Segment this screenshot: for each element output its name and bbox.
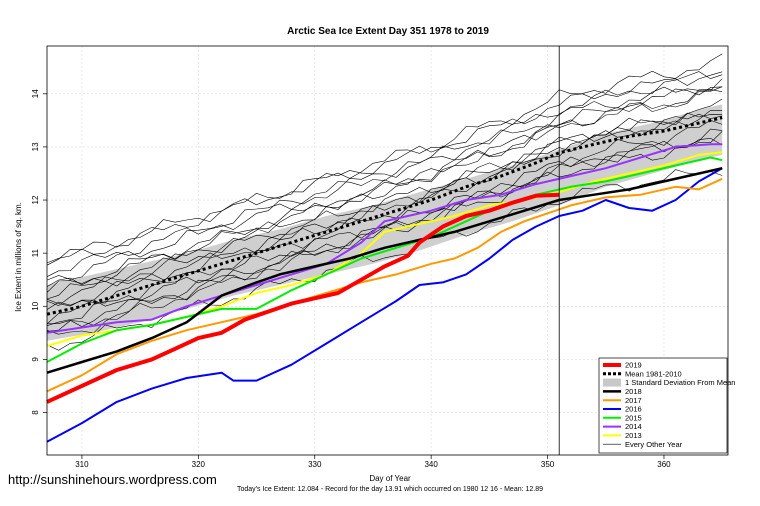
legend-label: Every Other Year xyxy=(625,440,683,449)
plot-area xyxy=(46,45,729,456)
other-year-line xyxy=(46,110,723,300)
y-axis-label: Ice Extent in millions of sq. km. xyxy=(14,202,23,312)
x-tick-label: 350 xyxy=(541,460,555,469)
other-year-line xyxy=(46,169,723,351)
legend-label: 2013 xyxy=(625,431,642,440)
other-year-line xyxy=(46,53,723,264)
series-line-2014 xyxy=(46,143,723,334)
y-tick-label: 11 xyxy=(31,248,40,257)
other-year-line xyxy=(46,112,723,307)
x-tick-label: 340 xyxy=(424,460,438,469)
y-tick-label: 10 xyxy=(31,301,40,310)
series-line-2018 xyxy=(46,166,723,374)
other-year-line xyxy=(46,137,723,328)
other-year-line xyxy=(46,128,723,332)
other-years-layer xyxy=(46,53,723,351)
other-year-line xyxy=(46,89,723,287)
other-year-line xyxy=(46,113,723,326)
y-tick-label: 12 xyxy=(31,195,40,204)
legend-label: 2018 xyxy=(625,387,642,396)
legend-label: 1 Standard Deviation From Mean xyxy=(625,378,735,387)
legend-label: 2017 xyxy=(625,396,642,405)
x-tick-label: 320 xyxy=(192,460,206,469)
series-line-2019 xyxy=(46,192,560,404)
chart-title: Arctic Sea Ice Extent Day 351 1978 to 20… xyxy=(287,26,489,37)
x-tick-label: 360 xyxy=(657,460,671,469)
series-layer xyxy=(46,116,723,443)
legend-label: 2014 xyxy=(625,422,642,431)
legend-swatch xyxy=(603,378,621,387)
x-tick-label: 310 xyxy=(75,460,89,469)
x-axis-label: Day of Year xyxy=(369,474,411,483)
footer-stats: Today's Ice Extent: 12.084 - Record for … xyxy=(237,486,543,493)
x-tick-label: 330 xyxy=(308,460,322,469)
series-line-2017 xyxy=(46,177,723,393)
y-tick-label: 8 xyxy=(31,410,40,415)
legend-label: 2016 xyxy=(625,405,642,414)
legend-label: 2015 xyxy=(625,413,642,422)
series-line-mean-1981-2010 xyxy=(46,116,723,316)
series-line-2015 xyxy=(46,156,723,363)
other-year-line xyxy=(46,78,723,277)
legend-label: Mean 1981-2010 xyxy=(625,369,682,378)
y-tick-label: 14 xyxy=(31,89,40,98)
series-line-2016 xyxy=(46,167,723,443)
y-axis-ticks: 8 9 10 11 12 13 14 xyxy=(31,89,47,415)
other-year-line xyxy=(46,86,723,293)
other-year-line xyxy=(46,86,723,307)
watermark-url: http://sunshinehours.wordpress.com xyxy=(8,472,217,487)
other-year-line xyxy=(46,71,723,266)
other-year-line xyxy=(46,119,723,335)
y-tick-label: 13 xyxy=(31,142,40,151)
x-axis-ticks: 310 320 330 340 350 360 xyxy=(75,455,671,469)
legend-label: 2019 xyxy=(625,361,642,370)
other-year-line xyxy=(46,71,723,281)
y-tick-label: 9 xyxy=(31,357,40,362)
